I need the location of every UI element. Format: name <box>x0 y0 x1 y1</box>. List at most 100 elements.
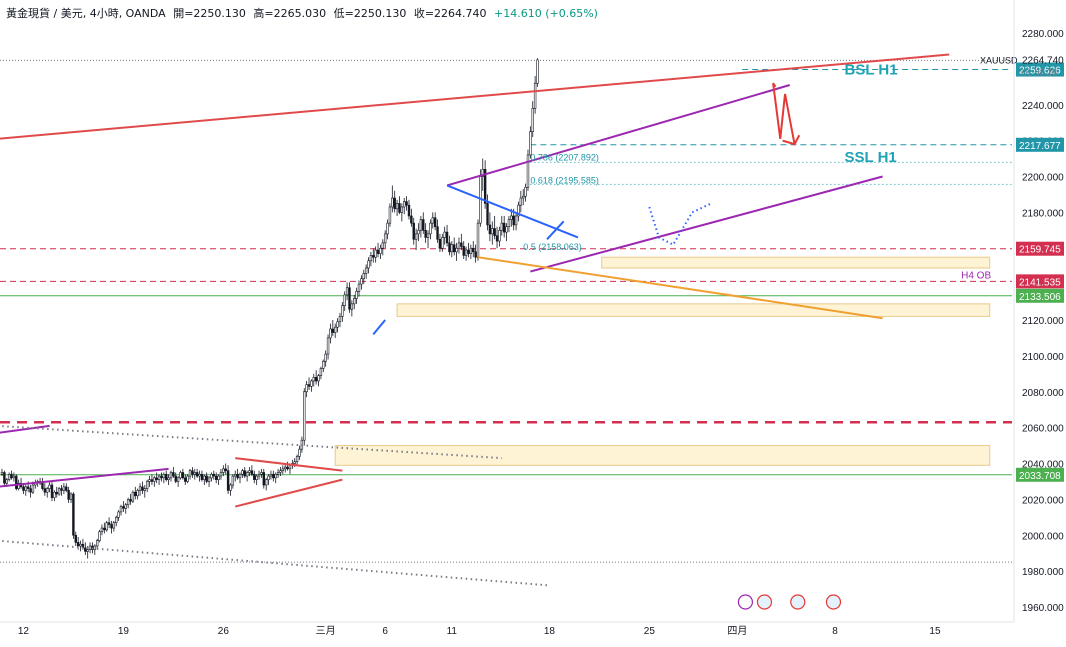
candle <box>455 247 458 253</box>
trendline[interactable] <box>0 53 950 140</box>
candle <box>205 475 208 482</box>
candle <box>55 491 58 495</box>
order-block-zone[interactable] <box>334 445 991 466</box>
trendline[interactable] <box>0 539 550 587</box>
order-block-zone[interactable] <box>396 303 991 317</box>
candle <box>138 486 142 491</box>
symbol-title[interactable]: 黃金現貨 / 美元, 4小時, OANDA <box>6 7 166 20</box>
candle <box>445 231 449 244</box>
y-axis-tick: 2240.000 <box>1022 101 1064 112</box>
candle <box>238 473 242 479</box>
candle <box>243 470 246 477</box>
trendline[interactable] <box>0 424 50 434</box>
low-value: 低=2250.130 <box>333 7 407 20</box>
candle <box>169 472 173 479</box>
candle <box>526 154 530 188</box>
candle <box>419 219 423 231</box>
candle <box>286 466 289 470</box>
candle <box>153 477 156 482</box>
candle <box>495 235 499 242</box>
event-flag-icon[interactable] <box>790 594 806 610</box>
trendline[interactable] <box>530 175 883 273</box>
candle <box>117 511 120 518</box>
pattern-curve[interactable] <box>648 202 712 246</box>
trendline[interactable] <box>0 467 169 488</box>
candle <box>15 475 18 489</box>
y-axis-tick: 2020.000 <box>1022 495 1064 506</box>
candle <box>367 260 370 269</box>
event-flag-icon[interactable] <box>737 594 754 610</box>
change-value: +14.610 (+0.65%) <box>494 7 598 20</box>
candle <box>381 242 384 249</box>
price-label: 2259.626 <box>1019 66 1061 77</box>
candle <box>452 244 456 253</box>
candle <box>341 305 344 317</box>
projection-arrow[interactable] <box>772 82 796 145</box>
trendline[interactable] <box>0 425 502 460</box>
candle <box>472 247 475 253</box>
candle <box>105 522 108 531</box>
candle <box>517 204 520 217</box>
trendline[interactable] <box>234 478 343 508</box>
candle <box>514 215 518 226</box>
y-axis-tick: 2200.000 <box>1022 173 1064 184</box>
countdown: 01:03:28 <box>1022 67 1057 77</box>
candle <box>326 337 330 355</box>
event-flag-icon[interactable] <box>825 594 842 610</box>
y-axis-tick: 2080.000 <box>1022 388 1064 399</box>
trendline[interactable] <box>546 220 565 240</box>
candle <box>26 486 30 489</box>
trendline[interactable] <box>477 256 883 320</box>
candle <box>245 472 249 477</box>
price-label: 2159.745 <box>1019 245 1061 256</box>
candle <box>336 321 339 328</box>
candle <box>531 108 534 132</box>
trendline[interactable] <box>372 319 386 335</box>
trendline[interactable] <box>446 84 791 187</box>
price-label-box <box>1016 288 1064 303</box>
candle <box>376 249 380 254</box>
candle <box>491 228 494 235</box>
candle <box>224 468 227 471</box>
order-block-zone[interactable] <box>601 256 991 269</box>
candle <box>410 215 413 224</box>
trendline[interactable] <box>446 184 579 239</box>
candle <box>162 473 166 479</box>
candle <box>355 290 358 299</box>
candle <box>119 506 123 513</box>
candle <box>433 217 437 228</box>
candle <box>403 201 406 208</box>
candle <box>69 493 73 500</box>
price-label: 2217.677 <box>1019 141 1061 152</box>
candle <box>255 475 258 480</box>
y-axis-tick: 2000.000 <box>1022 531 1064 542</box>
candle <box>276 472 280 475</box>
event-flag-icon[interactable] <box>756 594 773 610</box>
candle <box>307 384 311 387</box>
candle <box>176 477 180 482</box>
candle <box>312 377 315 382</box>
candle <box>329 328 332 339</box>
candle <box>264 479 268 486</box>
candle <box>215 475 218 480</box>
candle <box>46 488 49 493</box>
candle <box>186 475 189 482</box>
candle <box>260 472 263 475</box>
candle <box>386 222 389 235</box>
candle <box>3 472 6 484</box>
x-axis-tick: 26 <box>218 626 230 637</box>
trendline[interactable] <box>235 457 343 472</box>
candle <box>31 484 35 493</box>
candle <box>372 255 375 258</box>
candle <box>174 475 177 482</box>
candle <box>203 475 206 480</box>
candle <box>134 491 137 497</box>
candle <box>229 484 232 491</box>
candle <box>317 375 320 382</box>
candle <box>357 283 361 292</box>
candle <box>388 206 392 224</box>
candle <box>110 524 113 529</box>
candle <box>303 391 306 441</box>
